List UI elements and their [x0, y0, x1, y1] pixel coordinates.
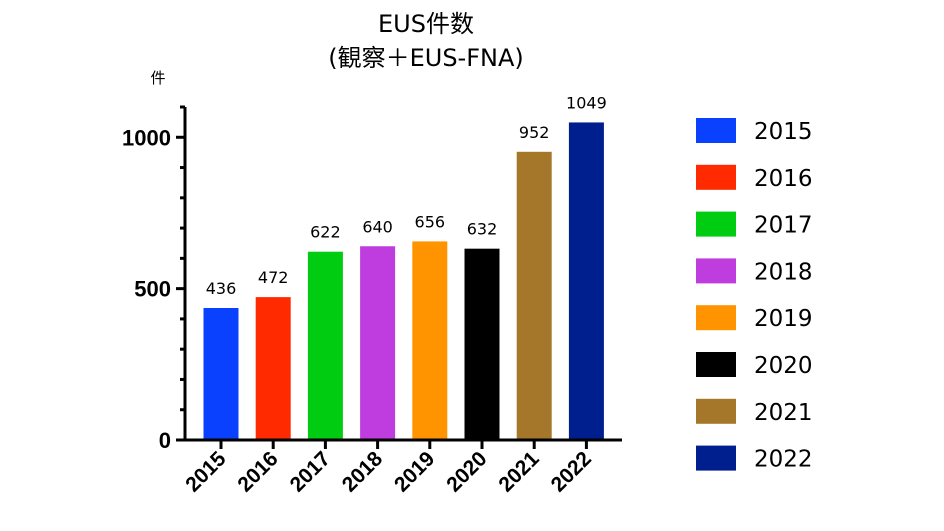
x-tick-label-2017: 2017	[286, 447, 335, 496]
legend-swatch-2020	[696, 352, 736, 377]
x-tick-label-2019: 2019	[390, 447, 439, 496]
x-tick-label-2021: 2021	[494, 447, 544, 497]
data-label-2016: 472	[258, 268, 289, 287]
y-tick-label: 1000	[122, 125, 171, 150]
data-label-2022: 1049	[566, 93, 607, 112]
bar-2020	[464, 248, 500, 439]
legend-label-2015: 2015	[754, 119, 813, 145]
bars: 436 472 622 640 656 632 952 1049	[203, 93, 607, 439]
bar-2021	[516, 151, 552, 439]
data-label-2017: 622	[310, 223, 341, 242]
legend-label-2022: 2022	[754, 447, 813, 473]
bar-2019	[412, 241, 448, 439]
data-label-2015: 436	[206, 279, 237, 298]
x-tick-label-2022: 2022	[547, 447, 596, 496]
legend: 2015 2016 2017 2018 2019 2020 2021 2022	[696, 118, 813, 473]
y-axis-unit: 件	[150, 69, 165, 87]
legend-label-2017: 2017	[754, 213, 813, 239]
y-tick-label: 500	[134, 277, 171, 302]
bar-2016	[255, 297, 291, 439]
legend-label-2018: 2018	[754, 259, 813, 285]
legend-swatch-2018	[696, 258, 736, 284]
y-tick-label: 0	[159, 428, 171, 453]
legend-swatch-2015	[696, 118, 736, 143]
x-tick-label-2015: 2015	[181, 447, 231, 497]
data-label-2019: 656	[415, 212, 446, 231]
legend-swatch-2022	[696, 445, 736, 471]
legend-label-2019: 2019	[754, 306, 813, 332]
data-label-2020: 632	[467, 220, 498, 239]
legend-label-2016: 2016	[754, 166, 813, 192]
chart-title-line2: (観察＋EUS-FNA)	[328, 44, 524, 72]
bar-2022	[568, 122, 604, 439]
x-tick-label-2016: 2016	[233, 447, 282, 496]
legend-swatch-2017	[696, 211, 736, 237]
legend-label-2021: 2021	[754, 400, 813, 426]
legend-swatch-2019	[696, 305, 736, 331]
legend-swatch-2021	[696, 398, 736, 424]
data-label-2018: 640	[362, 217, 393, 236]
chart-title-line1: EUS件数	[378, 10, 474, 38]
bar-2017	[307, 251, 343, 439]
x-tick-label-2020: 2020	[442, 447, 491, 496]
legend-label-2020: 2020	[754, 353, 813, 379]
x-tick-label-2018: 2018	[338, 447, 388, 497]
bar-2015	[203, 308, 239, 439]
bar-2018	[360, 246, 396, 439]
legend-swatch-2016	[696, 164, 736, 190]
data-label-2021: 952	[519, 123, 550, 142]
